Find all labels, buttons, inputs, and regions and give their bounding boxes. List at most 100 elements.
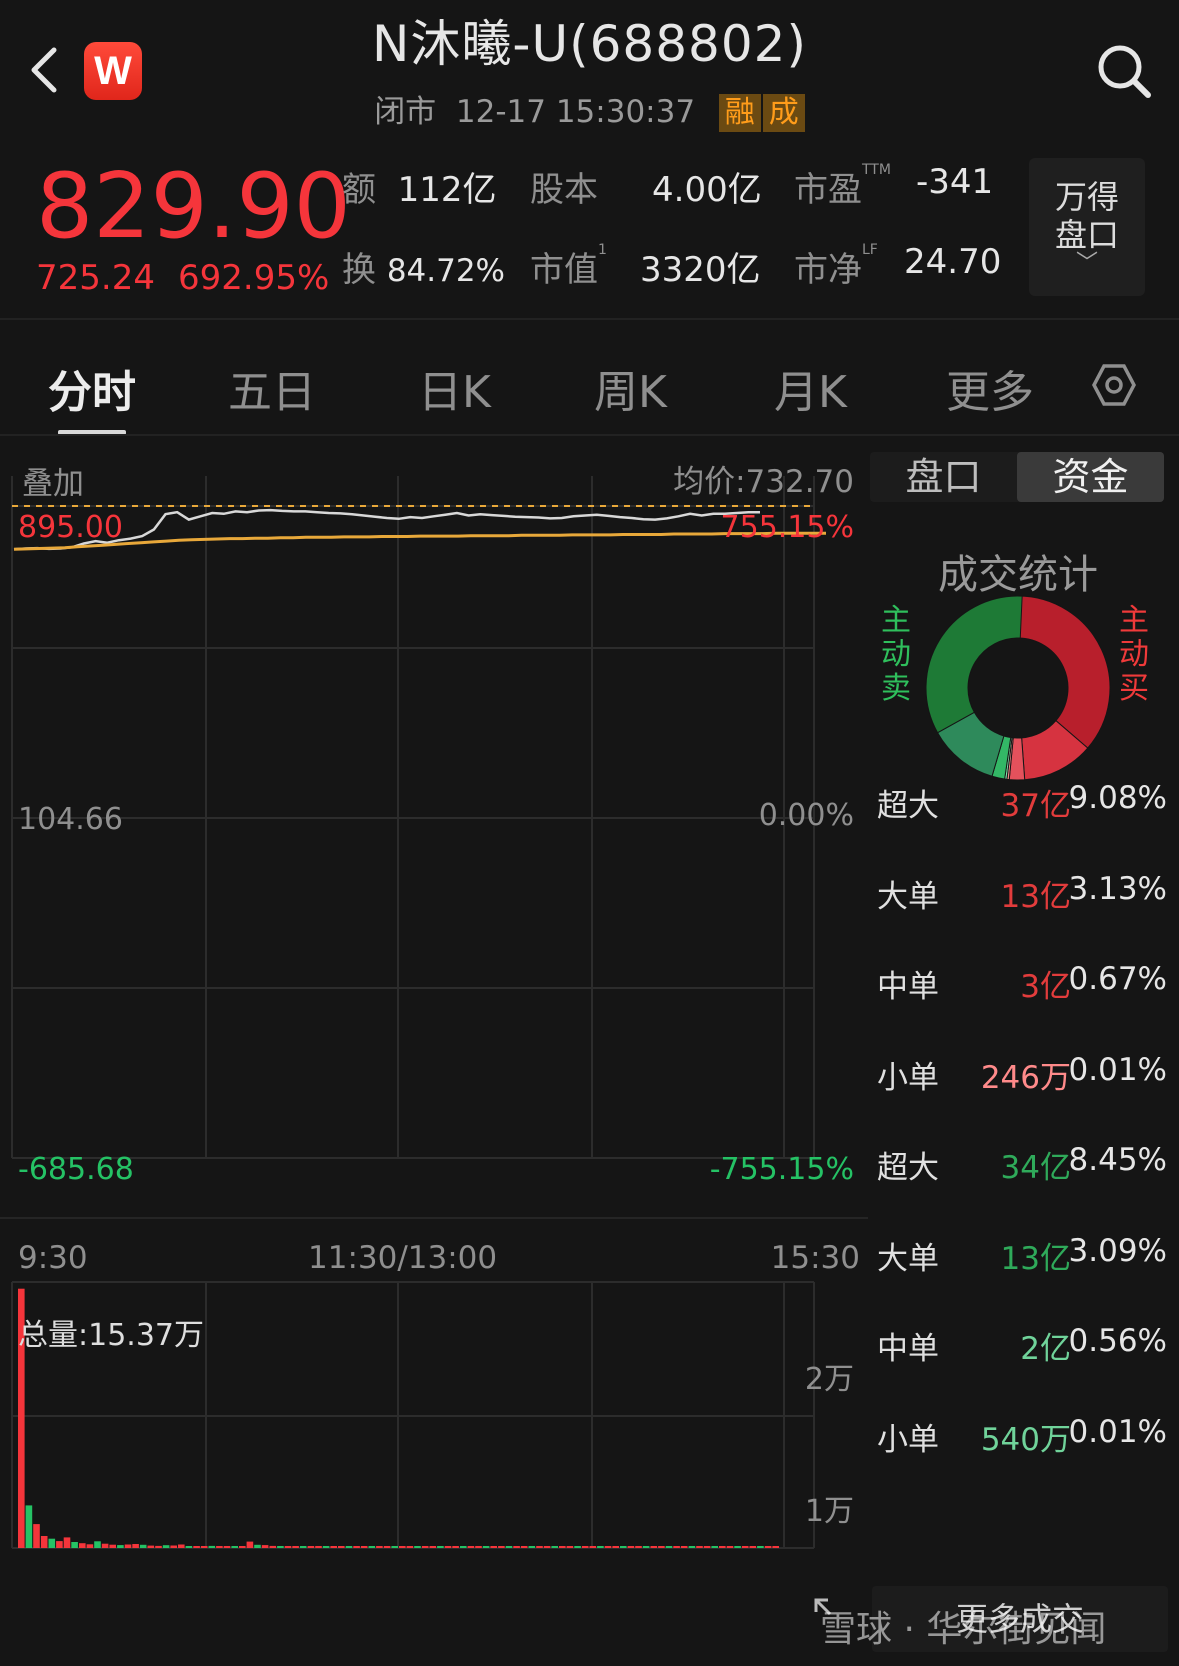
fund-flow-row: 小单 540万 0.01% [877, 1414, 1167, 1458]
volume-bar [726, 1546, 734, 1548]
volume-bar [551, 1546, 558, 1548]
stat-amount: 额 112亿 [342, 162, 497, 211]
fund-flow-amount: 13亿 [1000, 1240, 1071, 1277]
tab-funds[interactable]: 资金 [1017, 452, 1164, 502]
volume-bar [132, 1544, 139, 1548]
x-axis-mid-time: 11:30/13:00 [308, 1240, 498, 1276]
volume-bar [56, 1541, 63, 1548]
volume-bar [741, 1546, 749, 1548]
app-logo[interactable]: W [84, 42, 142, 100]
active-buy-char: 动 [1119, 637, 1149, 672]
intraday-chart[interactable]: 叠加 均价:732.70 895.00 755.15% 104.66 0.00%… [0, 436, 868, 1666]
volume-bar [406, 1546, 414, 1548]
volume-bar [239, 1546, 246, 1548]
volume-bar [498, 1546, 505, 1548]
tab-daily-k[interactable]: 日K [418, 367, 491, 418]
fund-flow-amount: 2亿 [1020, 1331, 1071, 1367]
volume-bar [475, 1546, 482, 1548]
fund-flow-row: 大单 13亿 3.09% [877, 1233, 1167, 1277]
back-button[interactable] [24, 42, 64, 98]
active-sell-char: 卖 [881, 671, 911, 706]
wind-btn-line1: 万得 [1054, 178, 1119, 216]
y-axis-top-price: 895.00 [18, 510, 123, 545]
tab-active-indicator [58, 430, 126, 435]
settings-icon [1092, 364, 1136, 406]
y-axis-top-pct: 755.15% [720, 510, 854, 545]
volume-bar [696, 1546, 703, 1548]
chart-settings-button[interactable] [1091, 362, 1137, 408]
volume-bar [536, 1546, 543, 1548]
volume-bar [269, 1545, 277, 1548]
volume-bar [155, 1545, 162, 1548]
y-axis-bottom-pct: -755.15% [709, 1152, 854, 1187]
volume-bar [261, 1545, 269, 1548]
volume-bar [383, 1546, 391, 1548]
overlay-button[interactable]: 叠加 [22, 466, 84, 502]
avg-price-label: 均价:732.70 [673, 464, 854, 500]
stat-pb-label: 市净 [794, 250, 862, 290]
tab-orderbook[interactable]: 盘口 [905, 455, 982, 499]
stat-mktcap-label: 市值 [530, 250, 598, 290]
fund-flow-pct: 0.67% [1068, 961, 1167, 997]
volume-bar [117, 1545, 124, 1548]
volume-bar [216, 1546, 223, 1548]
quote-datetime: 12-17 15:30:37 [455, 94, 696, 130]
volume-bar [642, 1546, 650, 1548]
volume-bar [597, 1546, 604, 1548]
volume-bar [86, 1544, 94, 1548]
expand-icon [814, 1598, 832, 1616]
volume-bar [231, 1546, 238, 1548]
volume-bar [452, 1546, 459, 1548]
wind-orderbook-button[interactable]: 万得 盘口 ﹀ [1029, 158, 1145, 296]
fund-flow-row: 超大 34亿 8.45% [877, 1142, 1167, 1186]
fund-flow-amount: 540万 [980, 1421, 1071, 1458]
volume-bar [520, 1546, 528, 1548]
volume-bar [254, 1544, 261, 1548]
volume-bar [353, 1546, 360, 1548]
fund-flow-name: 超大 [877, 1150, 939, 1186]
tab-five-day[interactable]: 五日 [228, 367, 316, 418]
stat-mktcap: 市值1 3320亿 [530, 242, 761, 291]
fund-flow-name: 小单 [877, 1421, 939, 1458]
volume-bar [48, 1538, 56, 1548]
volume-bar [315, 1546, 322, 1548]
volume-bar [223, 1546, 231, 1548]
volume-bar [368, 1546, 376, 1548]
volume-bar [299, 1546, 307, 1548]
divider [0, 318, 1179, 320]
fund-flow-row: 小单 246万 0.01% [877, 1052, 1167, 1096]
more-trades-button[interactable]: 更多成交 [872, 1586, 1168, 1652]
stat-amount-label: 额 [342, 170, 376, 210]
volume-bar [200, 1546, 208, 1548]
tab-weekly-k[interactable]: 周K [594, 367, 667, 418]
tab-monthly-k[interactable]: 月K [774, 367, 847, 418]
y-axis-mid-price: 104.66 [18, 802, 123, 837]
volume-tick-low: 1万 [804, 1494, 854, 1529]
fund-flow-pct: 3.13% [1068, 870, 1167, 907]
volume-bar [338, 1546, 345, 1548]
volume-bar [673, 1546, 680, 1548]
volume-tick-high: 2万 [804, 1362, 854, 1397]
fund-flow-amount: 34亿 [1000, 1150, 1071, 1186]
active-sell-label: 主 动 卖 [880, 604, 912, 706]
market-status-line: 闭市 12-17 15:30:37 融成 [0, 86, 1179, 132]
chevron-down-icon: ﹀ [1075, 251, 1098, 276]
volume-bar [719, 1546, 726, 1548]
tab-intraday[interactable]: 分时 [48, 367, 136, 418]
volume-bar [757, 1546, 764, 1548]
volume-bar [604, 1546, 612, 1548]
expand-chart-button[interactable] [812, 1596, 848, 1632]
volume-bar [437, 1546, 444, 1548]
volume-bar [711, 1546, 718, 1548]
volume-bar [147, 1545, 155, 1548]
search-button[interactable] [1093, 40, 1155, 102]
trade-stats-title: 成交统计 [938, 552, 1098, 598]
volume-bar [162, 1545, 170, 1548]
fund-flow-amount: 37亿 [1000, 788, 1071, 824]
volume-bar [414, 1546, 421, 1548]
tab-more[interactable]: 更多 [946, 367, 1034, 418]
volume-bar [635, 1546, 642, 1548]
volume-bar [734, 1546, 741, 1548]
volume-bar [284, 1546, 292, 1548]
watermark: 雪球 · 华尔街见闻 [820, 1609, 1107, 1650]
